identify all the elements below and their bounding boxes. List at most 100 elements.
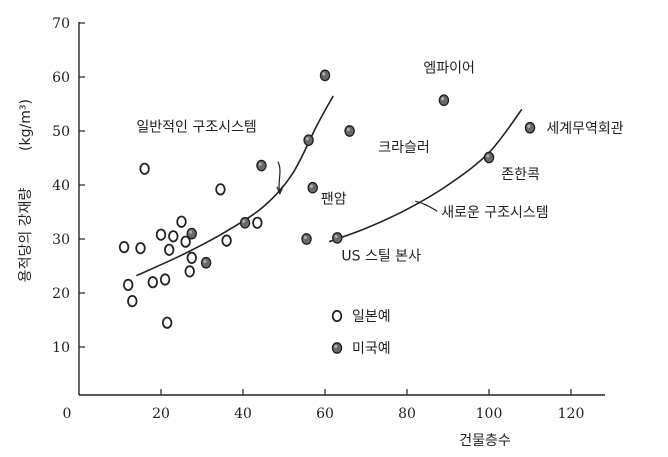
point-미국예-4 [301,233,312,245]
point-일본예-15 [215,183,226,196]
point-body [200,256,212,269]
legend-label-미국예: 미국예 [352,341,391,357]
point-body [303,134,314,147]
annotation-엠파이어: 엠파이어 [423,60,475,76]
point-미국예-5 [303,134,314,147]
point-highlight [527,124,531,128]
point-미국예-0 [186,227,197,240]
point-미국예-12 [524,121,536,134]
x-axis-title: 건물층수 [459,433,511,449]
point-highlight [303,235,307,240]
y-tick-label-20: 20 [52,286,70,302]
x-tick-label-80: 80 [398,406,416,422]
point-highlight [347,127,350,132]
annotation-존한콕: 존한콕 [501,167,540,183]
point-highlight [310,184,313,188]
point-body [319,69,331,82]
annotation-세계무역회관: 세계무역회관 [546,121,623,137]
pointer-새로운-구조시스템 [415,200,438,212]
point-일본예-7 [159,273,171,286]
point-highlight [242,219,246,223]
point-일본예-2 [127,294,138,308]
point-highlight [334,234,338,239]
y-tick-label-10: 10 [52,340,70,356]
point-일본예-13 [184,265,195,278]
point-미국예-9 [332,232,343,244]
annotation-일반적인-구조시스템: 일반적인 구조시스템 [136,120,256,136]
x-tick-label-20: 20 [152,406,170,422]
x-tick-label-60: 60 [316,406,334,422]
point-body [332,232,343,244]
point-일본예-1 [122,278,134,291]
curve-pointers: 새로운 구조시스템 [276,161,549,221]
point-body [307,181,318,194]
point-일본예-3 [135,242,146,255]
x-tick-label-100: 100 [476,406,503,422]
point-미국예-10 [438,94,450,107]
annotation-팬암: 팬암 [321,192,347,208]
point-미국예-6 [307,181,318,194]
annotation-크라슬러: 크라슬러 [378,140,430,156]
y-tick-label-30: 30 [52,232,70,248]
point-highlight [258,162,262,166]
point-미국예-7 [319,69,331,82]
y-tick-label-60: 60 [52,70,70,86]
point-일본예-12 [180,235,191,248]
x-tick-label-120: 120 [558,406,585,422]
point-highlight [322,72,326,76]
point-body [186,227,197,240]
y-tick-label-50: 50 [52,124,70,140]
point-일본예-16 [221,234,232,247]
point-일본예-0 [118,241,130,254]
point-일본예-6 [155,228,167,241]
point-highlight [486,154,490,158]
point-일본예-9 [163,243,175,256]
y-ticks: 10 20 30 40 50 60 70 [52,16,85,356]
point-미국예-3 [256,159,267,172]
point-body [301,233,312,245]
point-일본예-14 [186,251,197,264]
legend-marker-open-circle [331,309,343,323]
annotation-새로운-구조시스템: 새로운 구조시스템 [441,205,549,221]
point-highlight [203,259,207,263]
legend-label-일본예: 일본예 [352,309,391,325]
point-body [239,216,251,229]
point-미국예-2 [239,216,251,229]
trend-curve-일반적인-구조시스템 [136,95,334,277]
point-highlight [441,97,445,101]
data-points [118,69,536,329]
trend-curves [136,95,523,277]
point-일본예-8 [161,316,173,329]
legend-marker-filled-circle [331,342,343,354]
point-미국예-8 [344,125,355,137]
x-tick-label-0: 0 [63,406,72,422]
trend-curve-새로운-구조시스템 [328,108,523,243]
pointer-일반적인-구조시스템 [277,161,281,194]
point-일본예-5 [147,276,159,289]
y-axis-title-text: 용적당의 강재량 [18,188,34,283]
point-미국예-11 [483,151,495,164]
pointer-arrowhead [276,186,284,196]
point-일본예-11 [176,215,187,228]
x-tick-label-40: 40 [234,406,252,422]
legend-item-미국예: 미국예 [331,341,391,357]
y-tick-label-40: 40 [52,178,70,194]
point-body [256,159,267,172]
point-body [483,151,495,164]
point-일본예-17 [252,216,263,229]
legend-marker-highlight [334,344,338,349]
y-tick-label-70: 70 [52,16,70,32]
x-ticks: 0 20 40 60 80 100 120 [63,389,585,422]
y-axis-unit: (kg/m³) [18,99,34,151]
annotation-US-스틸-본사: US 스틸 본사 [341,249,421,265]
legend-item-일본예: 일본예 [331,309,391,325]
point-body [438,94,450,107]
point-body [524,121,536,134]
point-body [344,125,355,137]
y-axis-title: 용적당의 강재량 (kg/m³) [18,99,34,282]
point-highlight [189,230,192,234]
point-일본예-4 [139,162,150,175]
